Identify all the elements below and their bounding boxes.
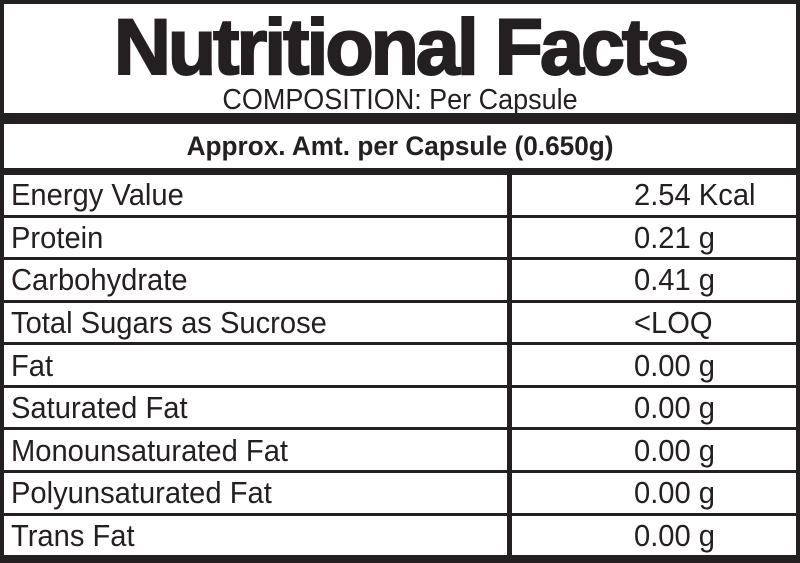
table-row: Carbohydrate 0.41 g (4, 257, 796, 300)
nutrient-name: Total Sugars as Sucrose (11, 304, 327, 340)
nutrient-name: Fat (11, 347, 54, 383)
nutrient-name-cell: Monounsaturated Fat (4, 430, 512, 470)
nutrient-name-cell: Carbohydrate (4, 260, 512, 300)
nutrient-amount: <LOQ (634, 304, 713, 340)
nutrient-amount-cell: 0.00 g (512, 430, 796, 470)
nutrient-name: Protein (11, 219, 104, 255)
nutrient-amount: 0.00 g (634, 475, 716, 511)
nutrient-amount: 2.54 Kcal (634, 177, 756, 213)
nutrient-amount-cell: <LOQ (512, 303, 796, 343)
nutrient-name: Saturated Fat (11, 390, 188, 426)
table-row: Energy Value 2.54 Kcal (4, 175, 796, 215)
nutrient-amount: 0.21 g (634, 219, 716, 255)
label-title: Nutritional Facts (113, 4, 690, 91)
amount-header-row: Approx. Amt. per Capsule (0.650g) (4, 124, 796, 168)
separator-bar-top (4, 113, 796, 124)
nutrient-name-cell: Polyunsaturated Fat (4, 472, 512, 513)
separator-bar-bottom (4, 555, 796, 563)
nutrient-name: Monounsaturated Fat (11, 432, 289, 468)
table-row: Polyunsaturated Fat 0.00 g (4, 469, 796, 513)
nutrient-name-cell: Protein (4, 217, 512, 258)
nutrient-name-cell: Saturated Fat (4, 387, 512, 428)
nutrient-name-cell: Energy Value (4, 175, 512, 215)
table-row: Total Sugars as Sucrose <LOQ (4, 299, 796, 343)
nutrient-name-cell: Fat (4, 345, 512, 385)
nutrient-name: Polyunsaturated Fat (11, 475, 272, 511)
separator-bar-mid (4, 168, 796, 175)
table-row: Fat 0.00 g (4, 342, 796, 385)
nutrient-amount: 0.41 g (634, 262, 716, 298)
table-row: Monounsaturated Fat 0.00 g (4, 427, 796, 470)
table-row: Trans Fat 0.00 g (4, 512, 796, 556)
label-subtitle: COMPOSITION: Per Capsule (222, 84, 578, 114)
amount-column-header: Approx. Amt. per Capsule (0.650g) (186, 130, 614, 161)
nutrient-amount-cell: 0.00 g (512, 516, 796, 556)
nutrient-name-cell: Total Sugars as Sucrose (4, 302, 512, 343)
nutrient-amount-cell: 0.41 g (512, 260, 796, 300)
table-row: Protein 0.21 g (4, 214, 796, 258)
nutrient-amount-cell: 0.00 g (512, 473, 796, 513)
nutrient-name-cell: Trans Fat (4, 515, 512, 556)
nutrient-amount: 0.00 g (634, 390, 716, 426)
nutrient-amount-cell: 0.21 g (512, 218, 796, 258)
nutrient-amount-cell: 2.54 Kcal (512, 175, 796, 215)
nutrient-name: Carbohydrate (11, 262, 188, 298)
nutrient-name: Energy Value (11, 177, 184, 213)
nutrient-amount-cell: 0.00 g (512, 345, 796, 385)
nutrient-amount: 0.00 g (634, 347, 716, 383)
table-row: Saturated Fat 0.00 g (4, 384, 796, 428)
nutrient-amount: 0.00 g (634, 432, 716, 468)
nutrient-name: Trans Fat (11, 517, 135, 553)
nutrient-amount-cell: 0.00 g (512, 388, 796, 428)
title-block: Nutritional Facts COMPOSITION: Per Capsu… (4, 4, 796, 113)
facts-table: Energy Value 2.54 Kcal Protein 0.21 g Ca… (4, 175, 796, 556)
nutrient-amount: 0.00 g (634, 517, 716, 553)
